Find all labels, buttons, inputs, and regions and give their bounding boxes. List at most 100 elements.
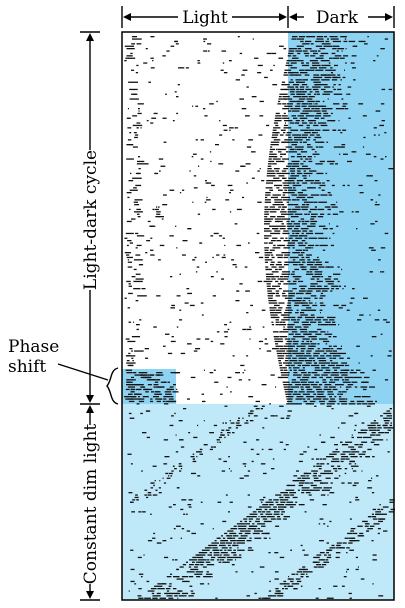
activity-bar <box>361 422 365 424</box>
activity-bar <box>287 228 292 230</box>
activity-bar <box>287 302 291 304</box>
activity-bar <box>164 556 169 559</box>
activity-bar <box>341 50 343 52</box>
activity-bar <box>262 518 268 520</box>
activity-bar <box>199 561 203 563</box>
activity-bar <box>318 237 325 239</box>
activity-bar <box>269 508 277 511</box>
activity-bar <box>189 304 195 307</box>
activity-bar <box>220 69 224 71</box>
activity-bar <box>289 506 294 508</box>
activity-bar <box>375 475 379 477</box>
activity-bar <box>296 148 304 151</box>
activity-bar <box>266 182 273 184</box>
activity-bar <box>276 292 279 295</box>
activity-bar <box>169 235 174 237</box>
activity-bar <box>279 583 285 585</box>
activity-bar <box>291 115 296 117</box>
activity-bar <box>315 333 322 335</box>
activity-bar <box>312 259 320 261</box>
activity-bar <box>177 576 180 578</box>
activity-bar <box>322 348 331 350</box>
activity-bar <box>370 528 373 530</box>
activity-bar <box>310 55 316 57</box>
activity-bar <box>386 439 388 441</box>
activity-bar <box>291 300 296 302</box>
activity-bar <box>237 525 247 527</box>
activity-bar <box>272 216 276 218</box>
activity-bar <box>282 295 288 297</box>
activity-bar <box>134 204 140 206</box>
activity-bar <box>272 134 279 136</box>
activity-bar <box>287 326 294 328</box>
activity-bar <box>156 213 161 215</box>
activity-bar <box>271 52 277 55</box>
activity-bar <box>320 36 324 38</box>
activity-bar <box>150 588 157 590</box>
activity-bar <box>384 432 389 434</box>
activity-bar <box>313 487 322 489</box>
activity-bar <box>358 184 363 187</box>
activity-bar <box>290 170 295 172</box>
activity-bar <box>201 393 204 395</box>
activity-bar <box>159 597 166 599</box>
activity-bar <box>131 336 140 338</box>
activity-bar <box>262 506 271 508</box>
activity-bar <box>263 520 272 523</box>
activity-bar <box>299 36 306 38</box>
activity-bar <box>270 314 278 316</box>
activity-bar <box>340 132 343 134</box>
activity-bar <box>136 64 139 67</box>
activity-bar <box>229 127 234 129</box>
activity-bar <box>295 120 300 122</box>
activity-bar <box>315 381 319 383</box>
activity-bar <box>291 199 296 201</box>
activity-bar <box>337 88 342 91</box>
activity-bar <box>233 549 236 551</box>
activity-bar <box>293 369 297 371</box>
activity-bar <box>388 168 394 170</box>
activity-bar <box>319 540 324 542</box>
activity-bar <box>168 398 174 400</box>
activity-bar <box>389 424 392 427</box>
activity-bar <box>351 55 357 57</box>
activity-bar <box>158 158 164 160</box>
activity-bar <box>158 492 162 494</box>
activity-bar <box>287 208 292 211</box>
activity-bar <box>172 465 174 467</box>
activity-bar <box>152 494 158 496</box>
activity-bar <box>237 36 240 38</box>
activity-bar <box>296 480 299 482</box>
activity-bar <box>290 494 294 496</box>
activity-bar <box>134 583 137 585</box>
activity-bar <box>329 237 331 239</box>
activity-bar <box>267 170 275 172</box>
activity-bar <box>337 352 346 355</box>
activity-bar <box>269 537 271 539</box>
activity-bar <box>284 180 291 182</box>
activity-bar <box>275 525 280 527</box>
activity-bar <box>251 571 254 573</box>
activity-bar <box>275 132 280 134</box>
activity-bar <box>150 374 154 376</box>
activity-bar <box>341 268 343 271</box>
activity-bar <box>332 458 339 460</box>
activity-bar <box>316 38 324 40</box>
activity-bar <box>289 48 297 50</box>
activity-bar <box>286 165 292 167</box>
activity-bar <box>278 288 282 290</box>
activity-bar <box>352 288 355 290</box>
activity-bar <box>322 129 330 131</box>
activity-bar <box>296 403 302 405</box>
activity-bar <box>330 38 339 40</box>
activity-bar <box>379 504 381 506</box>
activity-bar <box>195 271 198 273</box>
activity-bar <box>227 544 231 547</box>
activity-bar <box>375 201 377 203</box>
activity-bar <box>273 177 280 179</box>
activity-bar <box>268 156 278 158</box>
activity-bar <box>194 564 200 566</box>
activity-bar <box>330 244 334 247</box>
activity-bar <box>209 448 213 451</box>
activity-bar <box>210 559 215 561</box>
